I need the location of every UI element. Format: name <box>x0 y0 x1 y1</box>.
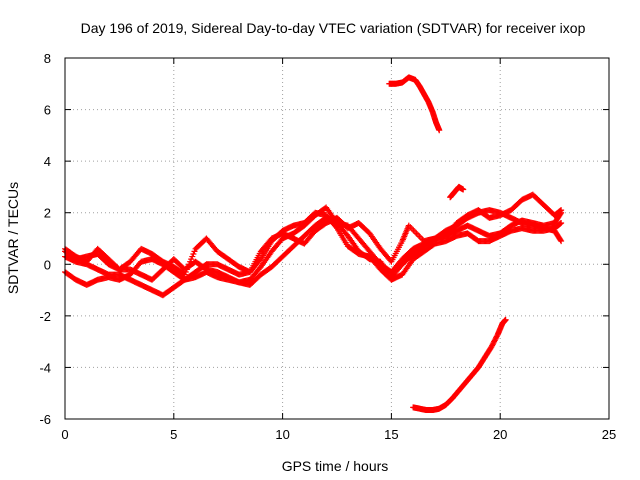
chart-title: Day 196 of 2019, Sidereal Day-to-day VTE… <box>81 20 586 36</box>
data-point <box>558 207 565 214</box>
data-point <box>557 237 564 244</box>
y-axis-label: SDTVAR / TECUs <box>5 182 21 294</box>
series-track-4 <box>62 191 565 278</box>
y-tick-label: -4 <box>39 360 51 375</box>
data-point <box>502 316 509 323</box>
series-track-3 <box>62 209 565 299</box>
y-tick-label: 0 <box>44 257 51 272</box>
y-tick-label: -6 <box>39 412 51 427</box>
y-tick-label: 6 <box>44 103 51 118</box>
data-points <box>62 74 565 413</box>
data-point <box>558 220 565 227</box>
data-point <box>460 186 467 193</box>
grid-lines <box>65 58 609 419</box>
data-point <box>558 238 565 245</box>
series-track-7 <box>410 316 509 413</box>
x-tick-label: 20 <box>493 427 507 442</box>
x-tick-label: 0 <box>61 427 68 442</box>
y-tick-label: 4 <box>44 154 51 169</box>
data-point <box>332 223 339 230</box>
x-tick-label: 10 <box>275 427 289 442</box>
x-tick-label: 15 <box>384 427 398 442</box>
plot-frame <box>64 57 610 420</box>
y-tick-label: 2 <box>44 206 51 221</box>
series-track-5 <box>447 183 467 201</box>
x-tick-labels: 0 5 10 15 20 25 <box>61 427 616 442</box>
y-tick-label: -2 <box>39 309 51 324</box>
x-tick-label: 5 <box>170 427 177 442</box>
y-tick-labels: -6 -4 -2 0 2 4 6 8 <box>39 51 51 427</box>
y-tick-label: 8 <box>44 51 51 66</box>
x-axis-label: GPS time / hours <box>282 458 389 474</box>
x-tick-label: 25 <box>602 427 616 442</box>
data-point <box>436 127 443 134</box>
series-track-6 <box>386 74 443 134</box>
axis-ticks <box>64 57 610 420</box>
